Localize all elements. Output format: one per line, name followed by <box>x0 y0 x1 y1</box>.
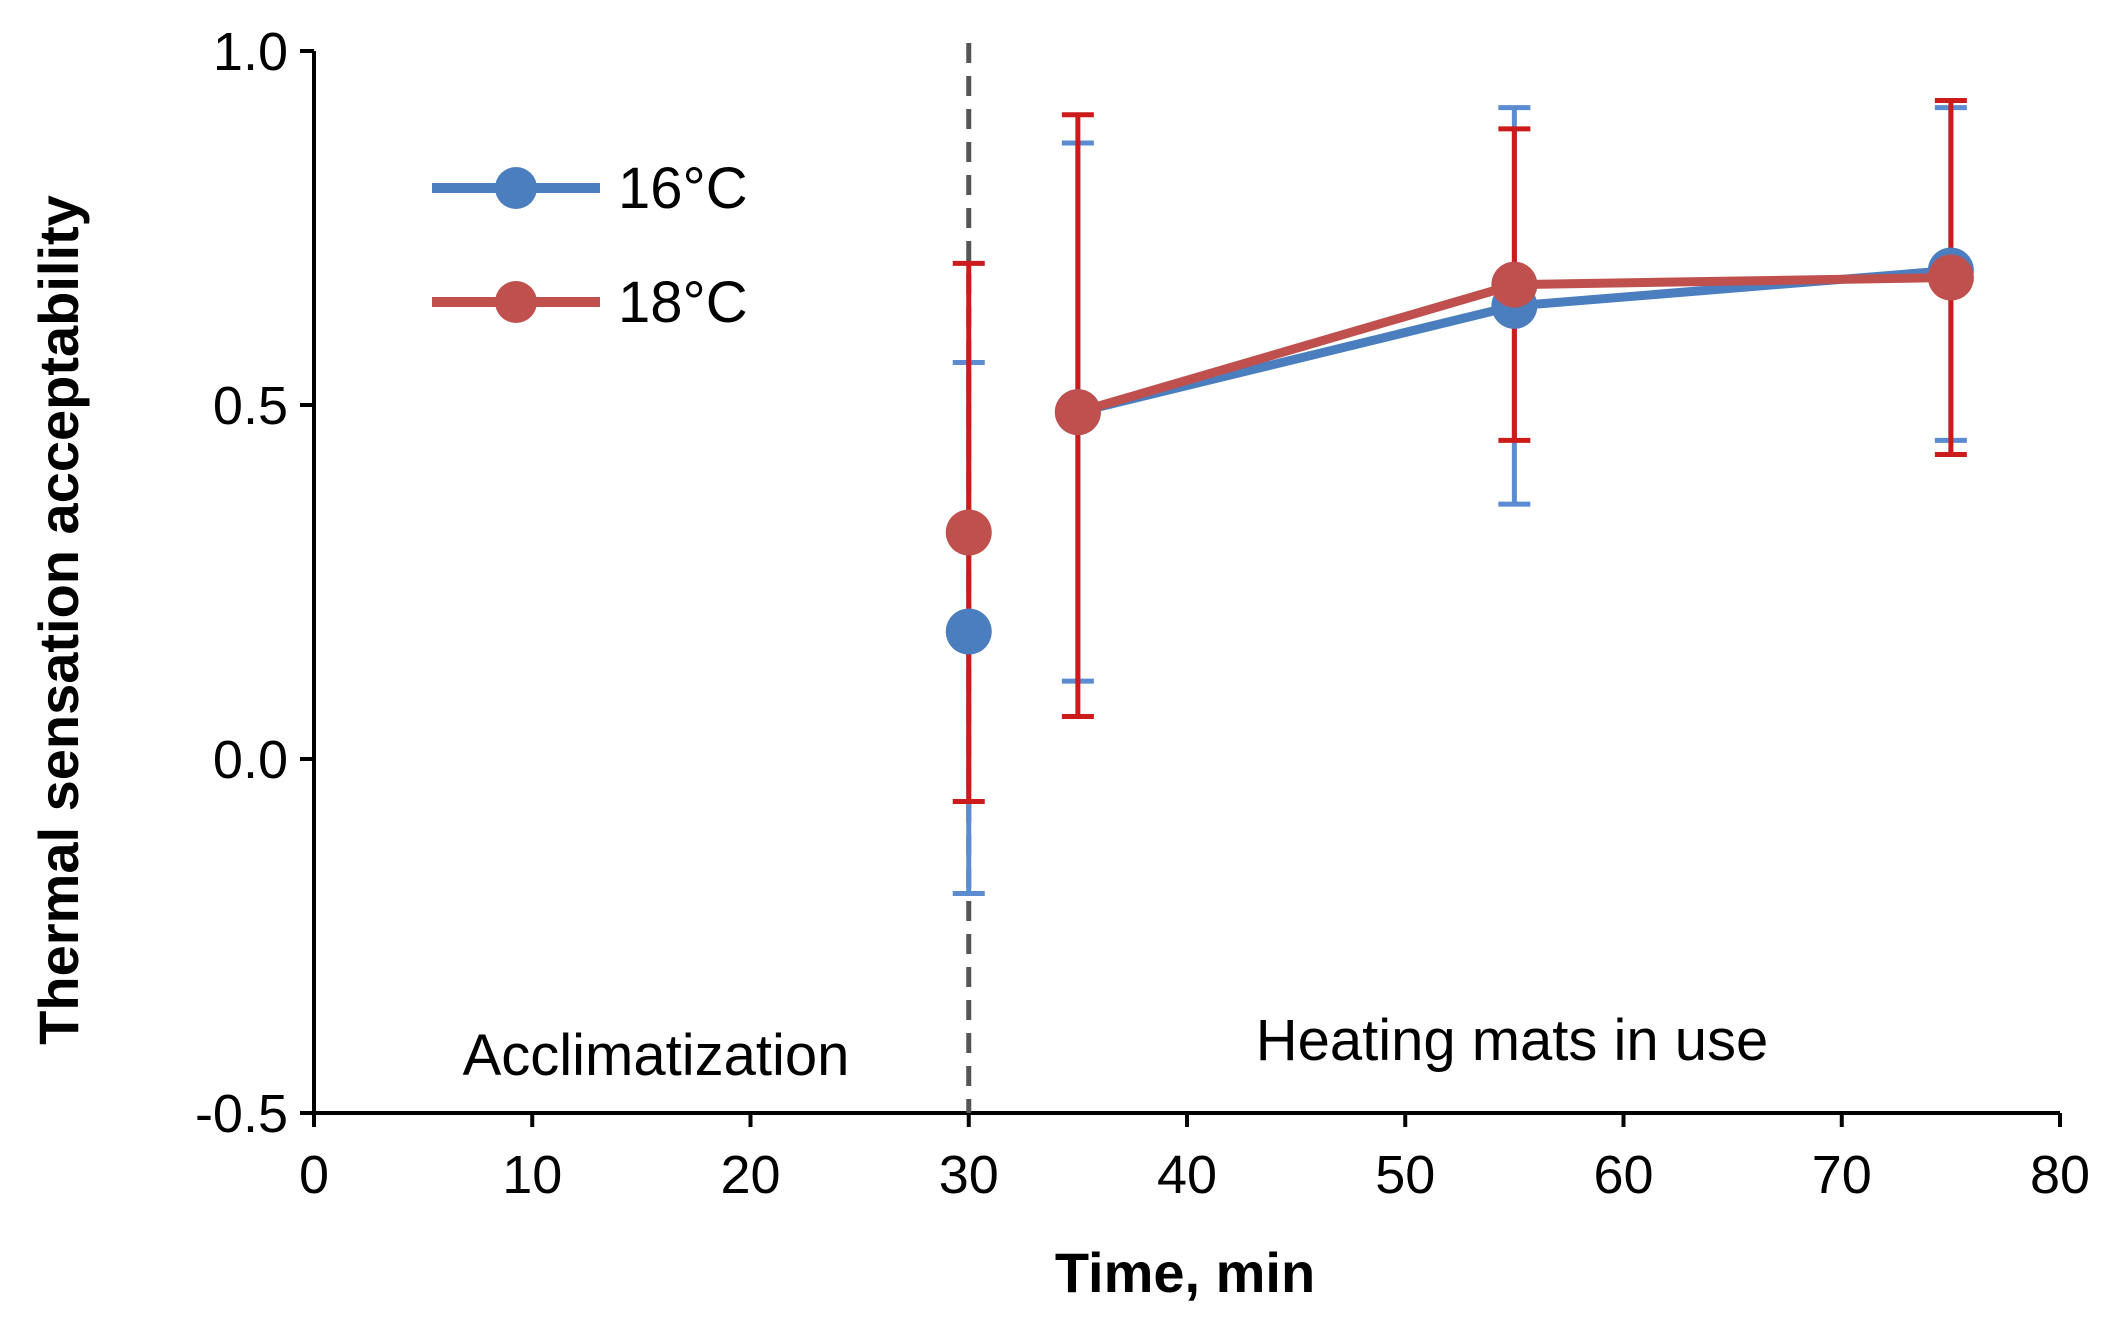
legend-label-18c: 18°C <box>618 270 748 335</box>
axes: -0.5 0.0 0.5 1.0 0 10 20 30 40 50 60 70 80 <box>195 22 2090 1205</box>
data-point-18c <box>945 509 992 556</box>
x-tick-label: 0 <box>299 1145 329 1205</box>
annotation-heating-mats: Heating mats in use <box>1256 1008 1769 1073</box>
data-point-16c <box>945 608 992 655</box>
data-point-18c <box>1054 389 1101 436</box>
legend-label-16c: 16°C <box>618 156 748 221</box>
y-axis-title: Thermal sensation acceptability <box>27 195 90 1045</box>
chart-text: Time, min Thermal sensation acceptabilit… <box>27 195 1768 1304</box>
x-tick-label: 50 <box>1375 1145 1435 1205</box>
y-tick-label: 0.0 <box>213 730 288 790</box>
x-tick-label: 60 <box>1593 1145 1653 1205</box>
legend-marker-18c <box>495 281 537 323</box>
annotation-acclimatization: Acclimatization <box>463 1023 850 1088</box>
legend-marker-16c <box>495 167 537 209</box>
error-bars <box>952 98 1967 897</box>
x-tick-label: 30 <box>939 1145 999 1205</box>
x-axis-title: Time, min <box>1055 1241 1315 1304</box>
x-tick-label: 80 <box>2030 1145 2090 1205</box>
data-point-18c <box>1927 254 1974 301</box>
data-point-18c <box>1491 261 1538 308</box>
x-tick-label: 10 <box>502 1145 562 1205</box>
y-tick-label: -0.5 <box>195 1084 288 1144</box>
y-tick-label: 1.0 <box>213 22 288 82</box>
x-tick-label: 70 <box>1812 1145 1872 1205</box>
legend: 16°C 18°C <box>432 156 748 335</box>
y-tick-label: 0.5 <box>213 376 288 436</box>
data-points <box>945 247 1974 655</box>
x-tick-label: 20 <box>720 1145 780 1205</box>
x-tick-label: 40 <box>1157 1145 1217 1205</box>
